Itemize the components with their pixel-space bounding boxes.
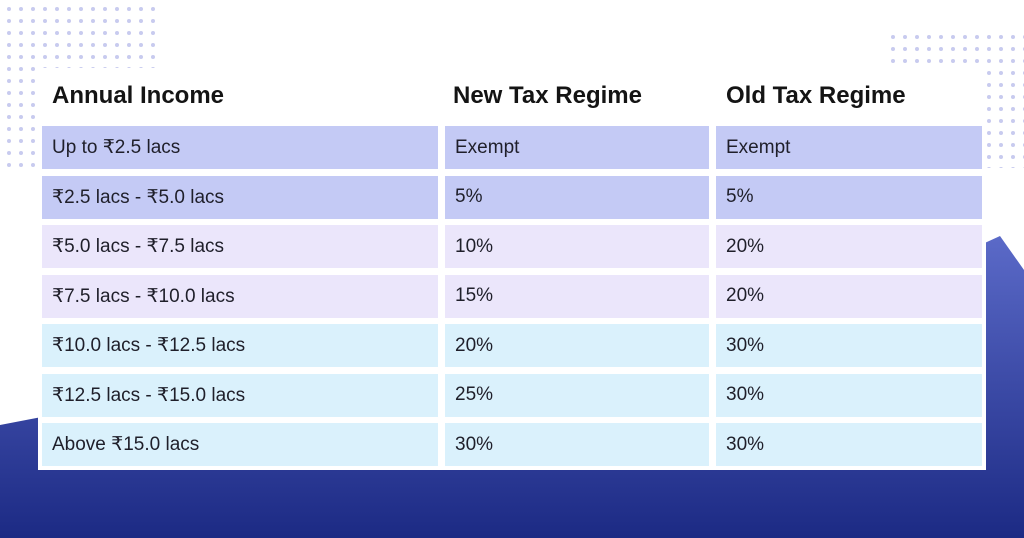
old-regime-rate-cell: 20% (716, 274, 982, 318)
income-slab-cell: Above ₹15.0 lacs (42, 423, 438, 466)
income-slab-cell: Up to ₹2.5 lacs (42, 126, 438, 169)
table-row: ₹12.5 lacs - ₹15.0 lacs 25% 30% (42, 373, 982, 417)
new-regime-rate-cell: 30% (445, 423, 709, 466)
new-regime-rate-cell: 25% (445, 373, 709, 417)
table-row: Above ₹15.0 lacs 30% 30% (42, 423, 982, 466)
old-regime-rate-cell: 30% (716, 324, 982, 367)
new-regime-rate-cell: 10% (445, 225, 709, 268)
income-slab-cell: ₹5.0 lacs - ₹7.5 lacs (42, 225, 438, 268)
new-regime-rate-cell: 20% (445, 324, 709, 367)
header-old-tax-regime: Old Tax Regime (726, 82, 906, 109)
income-slab-cell: ₹12.5 lacs - ₹15.0 lacs (42, 373, 438, 417)
table-row: ₹5.0 lacs - ₹7.5 lacs 10% 20% (42, 225, 982, 268)
table-row: ₹7.5 lacs - ₹10.0 lacs 15% 20% (42, 274, 982, 318)
income-slab-cell: ₹10.0 lacs - ₹12.5 lacs (42, 324, 438, 367)
new-regime-rate-cell: Exempt (445, 126, 709, 169)
income-slab-cell: ₹7.5 lacs - ₹10.0 lacs (42, 274, 438, 318)
table-body: Up to ₹2.5 lacs Exempt Exempt ₹2.5 lacs … (42, 126, 982, 473)
header-annual-income: Annual Income (52, 82, 225, 109)
old-regime-rate-cell: Exempt (716, 126, 982, 169)
new-regime-rate-cell: 15% (445, 274, 709, 318)
old-regime-rate-cell: 20% (716, 225, 982, 268)
table-header: Annual Income New Tax Regime Old Tax Reg… (38, 68, 986, 124)
header-new-tax-regime: New Tax Regime (453, 82, 642, 109)
table-row: ₹2.5 lacs - ₹5.0 lacs 5% 5% (42, 175, 982, 219)
tax-slab-table: Annual Income New Tax Regime Old Tax Reg… (38, 68, 986, 470)
income-slab-cell: ₹2.5 lacs - ₹5.0 lacs (42, 175, 438, 219)
table-row: ₹10.0 lacs - ₹12.5 lacs 20% 30% (42, 324, 982, 367)
old-regime-rate-cell: 30% (716, 373, 982, 417)
new-regime-rate-cell: 5% (445, 175, 709, 219)
table-row: Up to ₹2.5 lacs Exempt Exempt (42, 126, 982, 169)
old-regime-rate-cell: 30% (716, 423, 982, 466)
old-regime-rate-cell: 5% (716, 175, 982, 219)
